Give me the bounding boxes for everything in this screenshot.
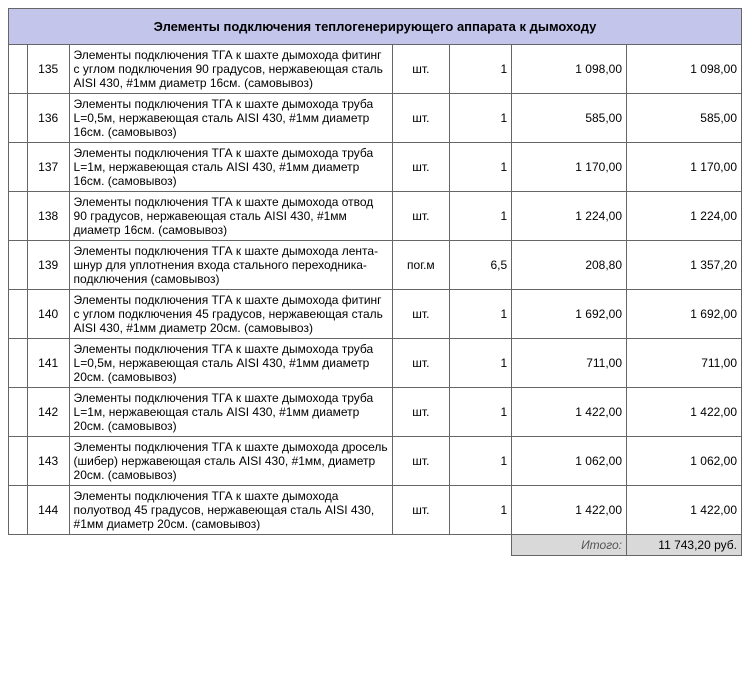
- row-qty: 1: [449, 94, 512, 143]
- row-number: 142: [27, 388, 69, 437]
- row-qty: 1: [449, 290, 512, 339]
- row-total: 1 422,00: [627, 388, 742, 437]
- row-description: Элементы подключения ТГА к шахте дымоход…: [69, 437, 393, 486]
- row-gap: [9, 388, 28, 437]
- row-gap: [9, 241, 28, 290]
- footer-total-value: 11 743,20 руб.: [627, 535, 742, 556]
- row-description: Элементы подключения ТГА к шахте дымоход…: [69, 45, 393, 94]
- table-row: 137Элементы подключения ТГА к шахте дымо…: [9, 143, 742, 192]
- row-price: 1 422,00: [512, 388, 627, 437]
- row-price: 1 224,00: [512, 192, 627, 241]
- row-qty: 1: [449, 143, 512, 192]
- table-row: 138Элементы подключения ТГА к шахте дымо…: [9, 192, 742, 241]
- row-price: 1 098,00: [512, 45, 627, 94]
- row-total: 1 692,00: [627, 290, 742, 339]
- table-row: 141Элементы подключения ТГА к шахте дымо…: [9, 339, 742, 388]
- row-total: 1 224,00: [627, 192, 742, 241]
- row-total: 1 170,00: [627, 143, 742, 192]
- row-total: 711,00: [627, 339, 742, 388]
- row-unit: шт.: [393, 290, 449, 339]
- row-unit: шт.: [393, 192, 449, 241]
- row-qty: 1: [449, 486, 512, 535]
- row-description: Элементы подключения ТГА к шахте дымоход…: [69, 290, 393, 339]
- row-gap: [9, 192, 28, 241]
- row-total: 1 422,00: [627, 486, 742, 535]
- row-number: 137: [27, 143, 69, 192]
- row-gap: [9, 143, 28, 192]
- row-qty: 1: [449, 388, 512, 437]
- row-number: 139: [27, 241, 69, 290]
- row-description: Элементы подключения ТГА к шахте дымоход…: [69, 94, 393, 143]
- row-number: 140: [27, 290, 69, 339]
- row-number: 141: [27, 339, 69, 388]
- row-total: 1 098,00: [627, 45, 742, 94]
- row-number: 144: [27, 486, 69, 535]
- row-price: 585,00: [512, 94, 627, 143]
- row-description: Элементы подключения ТГА к шахте дымоход…: [69, 143, 393, 192]
- row-number: 135: [27, 45, 69, 94]
- row-unit: шт.: [393, 143, 449, 192]
- row-gap: [9, 486, 28, 535]
- table-row: 142Элементы подключения ТГА к шахте дымо…: [9, 388, 742, 437]
- footer-total-label: Итого:: [512, 535, 627, 556]
- table-row: 136Элементы подключения ТГА к шахте дымо…: [9, 94, 742, 143]
- row-description: Элементы подключения ТГА к шахте дымоход…: [69, 241, 393, 290]
- table-header: Элементы подключения теплогенерирующего …: [9, 9, 742, 45]
- row-unit: пог.м: [393, 241, 449, 290]
- price-table: Элементы подключения теплогенерирующего …: [8, 8, 742, 556]
- row-gap: [9, 94, 28, 143]
- row-unit: шт.: [393, 94, 449, 143]
- row-total: 1 062,00: [627, 437, 742, 486]
- row-gap: [9, 339, 28, 388]
- row-description: Элементы подключения ТГА к шахте дымоход…: [69, 486, 393, 535]
- row-description: Элементы подключения ТГА к шахте дымоход…: [69, 192, 393, 241]
- row-qty: 1: [449, 192, 512, 241]
- row-price: 1 170,00: [512, 143, 627, 192]
- row-price: 1 692,00: [512, 290, 627, 339]
- row-unit: шт.: [393, 339, 449, 388]
- row-gap: [9, 45, 28, 94]
- row-price: 1 062,00: [512, 437, 627, 486]
- row-unit: шт.: [393, 437, 449, 486]
- row-gap: [9, 437, 28, 486]
- table-row: 135Элементы подключения ТГА к шахте дымо…: [9, 45, 742, 94]
- row-unit: шт.: [393, 45, 449, 94]
- table-row: 139Элементы подключения ТГА к шахте дымо…: [9, 241, 742, 290]
- row-qty: 6,5: [449, 241, 512, 290]
- row-gap: [9, 290, 28, 339]
- table-row: 143Элементы подключения ТГА к шахте дымо…: [9, 437, 742, 486]
- row-total: 1 357,20: [627, 241, 742, 290]
- row-description: Элементы подключения ТГА к шахте дымоход…: [69, 339, 393, 388]
- row-unit: шт.: [393, 486, 449, 535]
- row-qty: 1: [449, 437, 512, 486]
- row-unit: шт.: [393, 388, 449, 437]
- row-qty: 1: [449, 45, 512, 94]
- row-price: 711,00: [512, 339, 627, 388]
- row-total: 585,00: [627, 94, 742, 143]
- row-number: 138: [27, 192, 69, 241]
- row-price: 1 422,00: [512, 486, 627, 535]
- row-number: 136: [27, 94, 69, 143]
- row-price: 208,80: [512, 241, 627, 290]
- table-row: 140Элементы подключения ТГА к шахте дымо…: [9, 290, 742, 339]
- row-qty: 1: [449, 339, 512, 388]
- table-row: 144Элементы подключения ТГА к шахте дымо…: [9, 486, 742, 535]
- row-description: Элементы подключения ТГА к шахте дымоход…: [69, 388, 393, 437]
- row-number: 143: [27, 437, 69, 486]
